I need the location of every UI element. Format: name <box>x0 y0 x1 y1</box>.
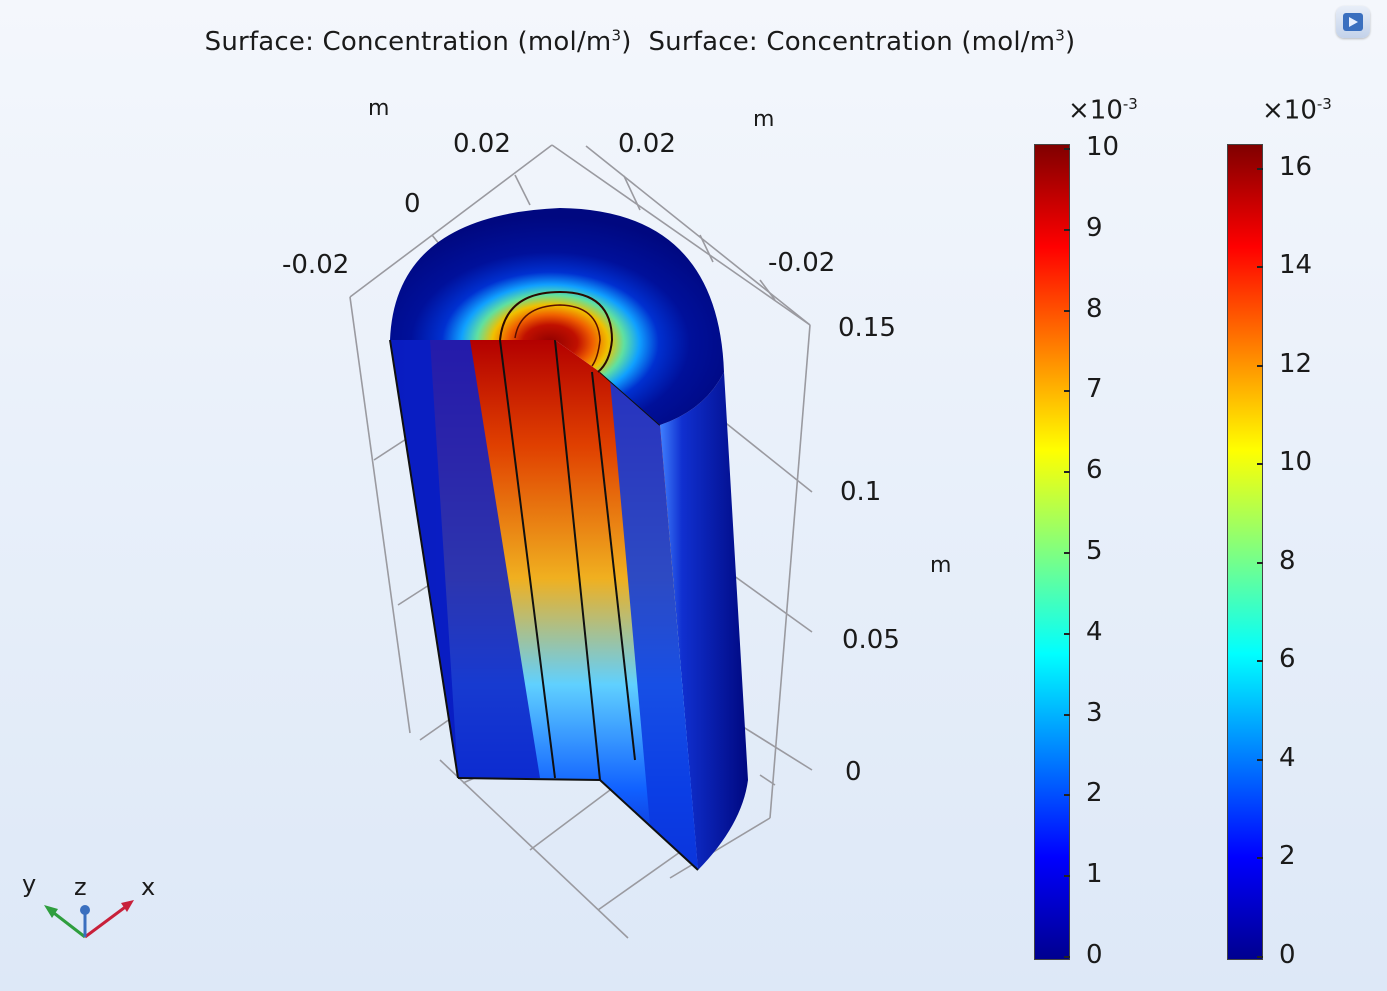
left-tick-0: 0.02 <box>453 129 511 159</box>
plot-title: Surface: Concentration (mol/m3) Surface:… <box>0 26 1280 57</box>
graphics-window-icon[interactable] <box>1336 6 1370 38</box>
colorbar-left-tick-mark <box>1064 228 1070 231</box>
colorbar-right-tick-label: 16 <box>1279 151 1313 182</box>
colorbar-left-tick-mark <box>1064 471 1070 474</box>
title-part-2: Surface: Concentration (mol/m3) <box>648 26 1076 57</box>
colorbar-right-tick-mark <box>1257 660 1263 663</box>
colorbar-right-tick-mark <box>1257 956 1263 958</box>
colorbar-left-tick-mark <box>1064 956 1070 958</box>
colorbar-left-tick-label: 1 <box>1086 859 1103 890</box>
colorbar-right-tick-label: 8 <box>1279 545 1296 576</box>
unit-right: m <box>753 107 774 132</box>
colorbar-left-tick-mark <box>1064 148 1070 150</box>
colorbar-left-tick-label: 0 <box>1086 940 1103 970</box>
colorbar-left-tick-mark <box>1064 794 1070 797</box>
left-tick-1: 0 <box>404 189 421 219</box>
colorbar-left-tick-label: 6 <box>1086 455 1103 486</box>
colorbar-left-tick-mark <box>1064 713 1070 716</box>
triad-z-label: z <box>74 873 87 901</box>
colorbar-left-tick-mark <box>1064 309 1070 312</box>
colorbar-right-bar <box>1227 144 1263 960</box>
colorbar-left-tick-label: 7 <box>1086 374 1103 405</box>
z-tick-0: 0.15 <box>838 313 896 343</box>
triad-y-label: y <box>22 870 36 898</box>
colorbar-left-tick-label: 10 <box>1086 132 1120 162</box>
colorbar-left-tick-label: 8 <box>1086 293 1103 324</box>
colorbar-left-tick-mark <box>1064 390 1070 393</box>
colorbar-right-tick-label: 6 <box>1279 644 1296 675</box>
x-axis-arrow <box>84 903 129 939</box>
colorbar-left-tick-label: 9 <box>1086 212 1103 243</box>
z-tick-2: 0.05 <box>842 625 900 655</box>
colorbar-right-tick-label: 4 <box>1279 742 1296 773</box>
colorbar-right-tick-label: 0 <box>1279 940 1296 970</box>
axis-triad: y z x <box>22 870 155 939</box>
unit-left: m <box>368 96 389 121</box>
concentration-cylinder <box>389 208 748 871</box>
colorbar-left-tick-mark <box>1064 632 1070 635</box>
colorbar-left-tick-mark <box>1064 875 1070 878</box>
colorbar-right-tick-mark <box>1257 561 1263 564</box>
play-icon <box>1343 13 1363 31</box>
colorbar-left-tick-label: 4 <box>1086 616 1103 647</box>
colorbar-right-tick-mark <box>1257 758 1263 761</box>
colorbar-right-tick-mark <box>1257 857 1263 860</box>
colorbar-right-exponent: ×10-3 <box>1262 95 1332 126</box>
colorbar-left-tick-label: 5 <box>1086 536 1103 566</box>
colorbar-right-tick-mark <box>1257 364 1263 367</box>
right-tick-0: 0.02 <box>618 129 676 159</box>
colorbar-left-tick-mark <box>1064 552 1070 554</box>
right-tick-1: -0.02 <box>768 248 835 278</box>
colorbar-right-tick-mark <box>1257 266 1263 269</box>
y-axis-arrow <box>49 908 86 939</box>
colorbar-right-tick-mark <box>1257 167 1263 170</box>
colorbar-right-tick-label: 2 <box>1279 841 1296 872</box>
colorbar-right-tick-label: 10 <box>1279 447 1313 478</box>
colorbar-right-tick-label: 14 <box>1279 250 1313 281</box>
colorbar-left-tick-label: 3 <box>1086 697 1103 728</box>
unit-vertical: m <box>930 553 951 578</box>
colorbar-left-exponent: ×10-3 <box>1068 95 1138 126</box>
colorbar-left-tick-label: 2 <box>1086 778 1103 809</box>
left-tick-2: -0.02 <box>282 250 349 280</box>
colorbar-right-tick-label: 12 <box>1279 348 1313 379</box>
colorbar-right-tick-mark <box>1257 463 1263 466</box>
title-part-1: Surface: Concentration (mol/m3) <box>204 26 632 57</box>
triad-x-label: x <box>141 873 155 901</box>
z-tick-1: 0.1 <box>840 477 881 507</box>
z-tick-3: 0 <box>845 757 862 787</box>
axis-labels: m m m 0.02 0 -0.02 0.02 -0.02 0.15 0.1 0… <box>282 96 951 787</box>
